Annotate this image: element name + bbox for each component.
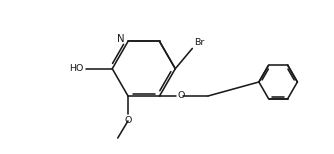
Text: Br: Br <box>194 38 204 47</box>
Text: O: O <box>178 91 185 100</box>
Text: O: O <box>125 116 132 125</box>
Text: HO: HO <box>69 64 83 73</box>
Text: N: N <box>117 34 125 44</box>
